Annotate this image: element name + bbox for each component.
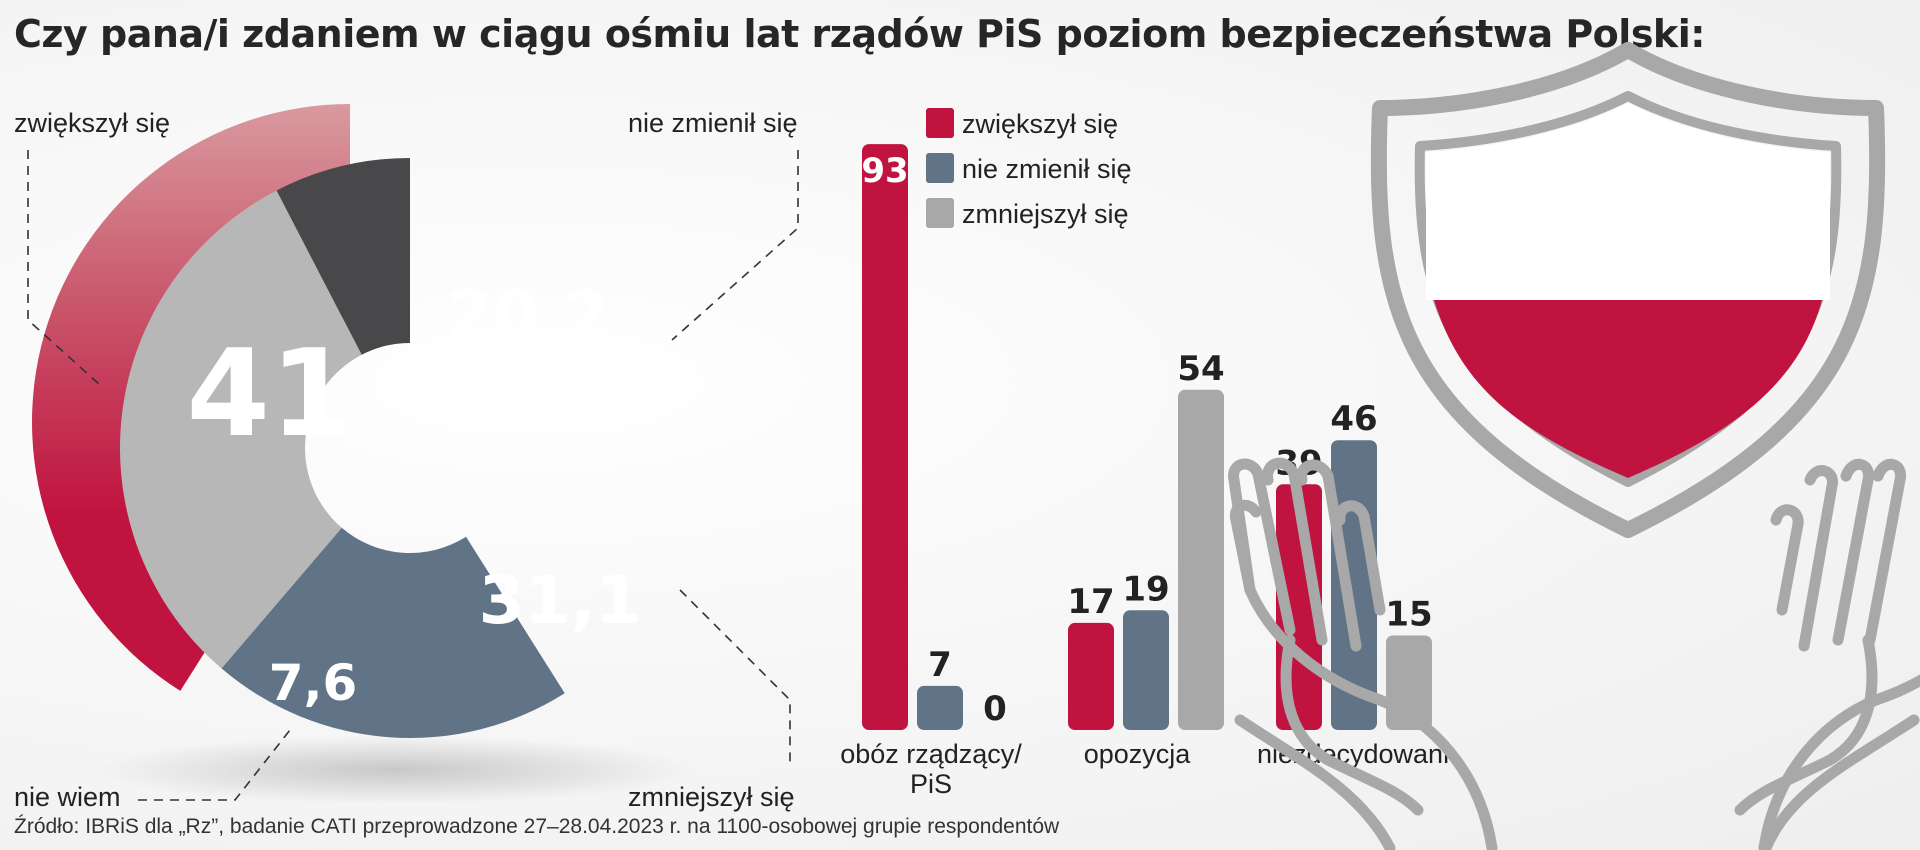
bar-zwiększył-się-1 — [1068, 622, 1114, 730]
leader-line-nie-wiem — [138, 729, 291, 801]
donut-slice-zmniejszył-się — [120, 190, 362, 669]
bar-value-zmniejszył-się-2: 15 — [1385, 595, 1432, 635]
bar-value-nie-zmienił-się-2: 46 — [1330, 399, 1377, 439]
legend-label-nie-zmienił-się: nie zmienił się — [962, 154, 1132, 184]
label-nie-zmienil-sie: nie zmienił się — [628, 108, 798, 138]
donut-chart: 41 20,2 31,1 7,6 — [32, 104, 641, 738]
leader-line-zwiekszyl — [27, 150, 101, 386]
bar-value-nie-zmienił-się-0: 7 — [928, 645, 952, 685]
legend-label-zmniejszył-się: zmniejszył się — [962, 199, 1129, 229]
bar-zmniejszył-się-1 — [1178, 389, 1224, 730]
legend-swatch-zmniejszył-się — [926, 198, 954, 228]
category-label-1-0: opozycja — [1084, 739, 1192, 769]
donut-value-nie-wiem: 7,6 — [269, 654, 358, 712]
page-title: Czy pana/i zdaniem w ciągu ośmiu lat rzą… — [14, 12, 1705, 56]
legend-label-zwiększył-się: zwiększył się — [962, 109, 1118, 139]
source-note: Źródło: IBRiS dla „Rz”, badanie CATI prz… — [14, 815, 1060, 838]
leader-line-zmniejszyl — [679, 589, 791, 765]
bar-value-zwiększył-się-0: 93 — [861, 151, 908, 191]
bar-value-zmniejszył-się-0: 0 — [983, 689, 1007, 729]
leader-line-nie-zmienil — [671, 150, 799, 341]
hands-icon — [1228, 457, 1920, 850]
legend-swatch-zwiększył-się — [926, 108, 954, 138]
label-zwiekszyl-sie: zwiększył się — [14, 108, 171, 138]
bar-zwiększył-się-0 — [862, 144, 908, 731]
donut-slice-nie-zmienił-się — [221, 527, 565, 738]
category-label-0-0: obóz rządzący/ — [840, 739, 1022, 769]
donut-value-nie-zmienił-się: 20,2 — [447, 277, 610, 354]
donut-slice-nie-wiem — [276, 158, 410, 355]
bar-nie-zmienił-się-0 — [917, 685, 963, 730]
donut-value-zmniejszył-się: 31,1 — [479, 562, 642, 639]
donut-shadow — [95, 736, 695, 804]
bar-value-zmniejszył-się-1: 54 — [1177, 349, 1224, 389]
category-label-0-1: PiS — [910, 769, 952, 799]
donut-value-zwiększył-się: 41 — [187, 325, 354, 464]
label-zmniejszyl-sie: zmniejszył się — [628, 782, 795, 812]
leader-lines — [27, 150, 799, 801]
legend-swatch-nie-zmienił-się — [926, 153, 954, 183]
bar-value-nie-zmienił-się-1: 19 — [1122, 569, 1169, 609]
label-nie-wiem: nie wiem — [14, 782, 121, 812]
bar-value-zwiększył-się-1: 17 — [1067, 582, 1114, 622]
shield-icon — [1370, 42, 1886, 538]
bar-nie-zmienił-się-1 — [1123, 610, 1169, 730]
